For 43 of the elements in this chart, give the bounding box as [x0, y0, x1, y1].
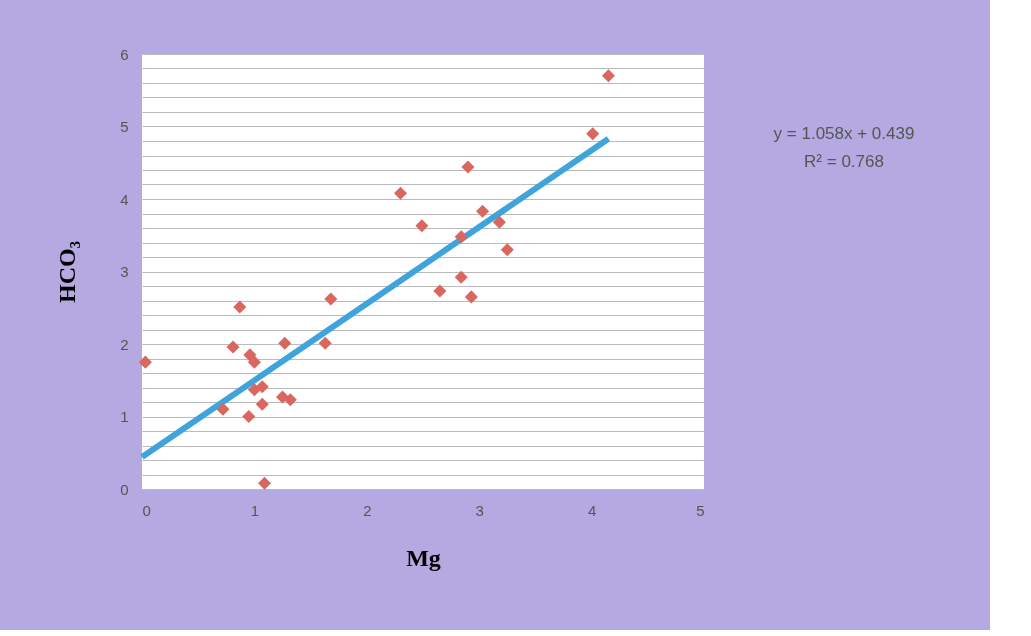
point — [324, 292, 338, 306]
point — [476, 204, 490, 218]
point — [601, 69, 615, 83]
point — [500, 243, 514, 257]
y-axis-title: HCO₃ — [54, 241, 81, 303]
point — [275, 390, 290, 404]
point — [461, 160, 475, 174]
point — [454, 270, 468, 284]
point — [283, 393, 297, 407]
point — [233, 300, 247, 314]
x-tick-label: 5 — [696, 501, 705, 519]
point — [586, 127, 600, 141]
point — [138, 355, 152, 369]
point — [464, 290, 478, 304]
y-tick-label: 2 — [120, 335, 129, 353]
text: y = 1.058x + 0.439 — [773, 124, 915, 143]
point — [278, 336, 292, 350]
x-tick-label: 4 — [587, 501, 597, 519]
point — [255, 380, 269, 394]
point — [433, 284, 447, 298]
x-axis-title: Mg — [406, 544, 441, 571]
point — [454, 230, 468, 244]
y-tick-label: 3 — [120, 263, 129, 280]
x-tick-label: 0 — [142, 501, 151, 519]
point — [258, 476, 272, 490]
point — [318, 336, 332, 350]
y-tick-label: 5 — [120, 118, 129, 135]
point — [415, 219, 429, 233]
point — [394, 186, 408, 200]
x-tick-label: 3 — [475, 501, 484, 519]
text: R² = 0.768 — [804, 152, 884, 171]
x-tick-label: 1 — [250, 501, 260, 519]
y-tick-label: 6 — [120, 45, 129, 63]
point — [216, 402, 230, 416]
point — [226, 340, 240, 354]
x-tick-label: 2 — [363, 501, 372, 519]
y-tick-label: 4 — [120, 190, 129, 208]
y-tick-label: 1 — [120, 408, 129, 425]
point — [242, 409, 256, 424]
point — [492, 215, 506, 229]
point — [247, 355, 261, 369]
point — [255, 397, 269, 411]
y-tick-label: 0 — [120, 480, 129, 498]
